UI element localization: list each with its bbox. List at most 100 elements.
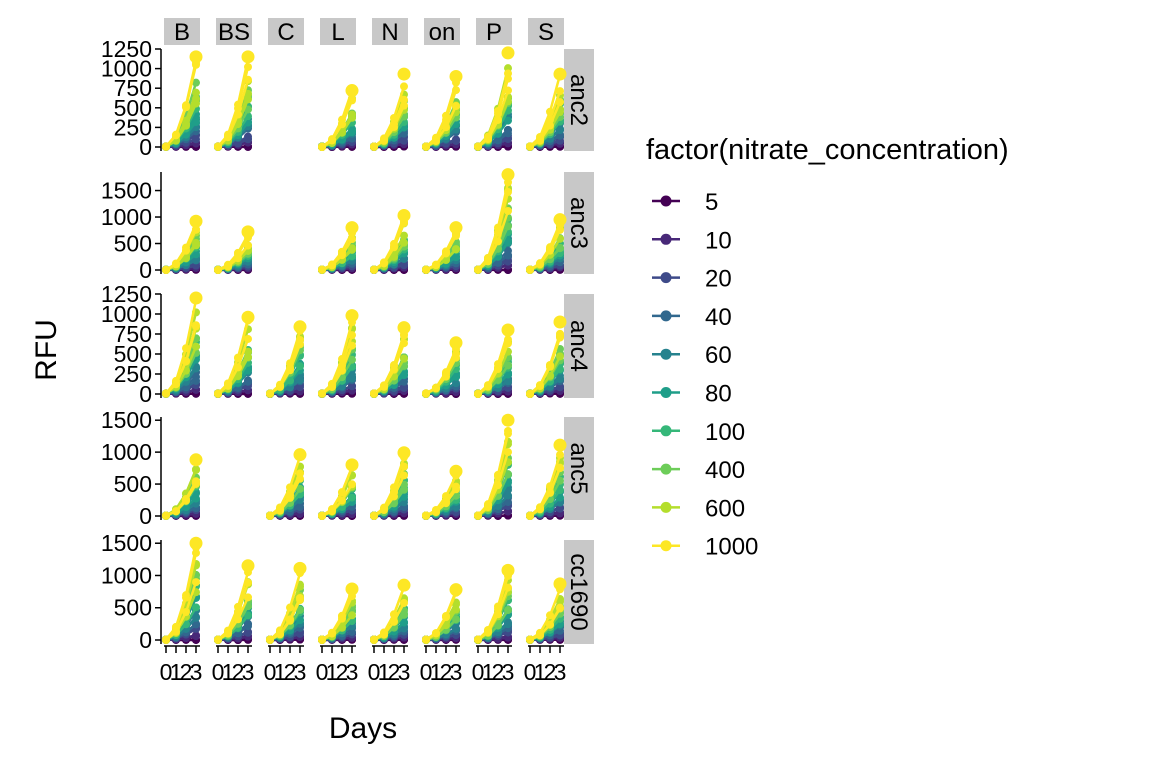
y-tick-label: 0 [139,257,152,283]
col-strip [164,18,200,45]
series-point [244,241,252,250]
col-strip-label: C [277,19,294,46]
series-point [318,511,326,520]
series-point [162,142,170,151]
y-tick-label: 1500 [101,530,152,556]
panel [318,221,359,274]
series-point [244,578,252,587]
series-point [474,142,482,151]
series-point [276,505,284,514]
series-point [244,75,252,84]
series-point [286,603,294,612]
series-point [214,265,222,274]
series-point [380,258,388,267]
max-point [553,213,567,227]
series-point [380,381,388,390]
col-strip-label: N [381,19,398,46]
series-point [244,376,252,385]
series-point [370,389,378,398]
col-strip [528,18,564,45]
series-point [452,135,460,144]
series-point [192,578,200,587]
series-point [400,82,408,91]
y-tick-label: 1500 [101,407,152,433]
series-point [328,505,336,514]
series-point [182,356,190,365]
max-point [553,67,567,81]
series-point [452,353,460,362]
series-point [536,504,544,513]
series-point [192,88,200,97]
y-tick-label: 500 [114,95,152,121]
row-strip-label: cc1690 [565,553,592,630]
series-point [504,126,512,135]
max-point [501,413,515,427]
max-point [397,446,411,460]
max-point [293,561,307,575]
col-strip [424,18,460,45]
series-point [390,488,398,497]
series-point [442,249,450,258]
series-point [234,254,242,263]
series-point [400,129,408,138]
series-point [276,630,284,639]
series-point [296,469,304,478]
series-point [452,231,460,240]
panel [266,448,307,520]
series-point [556,352,564,361]
series-point [526,265,534,274]
panel [474,168,515,274]
max-point [501,168,515,182]
series-point [348,113,356,122]
panel [266,561,307,644]
max-point [501,323,515,337]
col-strip-label: BS [218,19,250,46]
max-point [189,50,203,64]
series-line [529,74,562,148]
series-line [529,101,562,148]
series-point [556,108,564,117]
series-point [244,89,252,98]
series-point [318,265,326,274]
series-point [556,126,564,135]
panel [370,67,411,151]
col-strip-label: S [538,19,554,46]
series-point [400,354,408,363]
panel [318,582,359,644]
series-point [400,95,408,104]
row-strip-label: anc5 [565,442,592,494]
series-point [432,508,440,517]
y-tick-label: 500 [114,231,152,257]
col-strip [268,18,304,45]
series-line [321,238,354,271]
panel [526,67,567,151]
series-point [422,265,430,274]
series-point [348,341,356,350]
series-point [276,382,284,391]
series-point [390,239,398,248]
series-point [338,366,346,375]
series-point [556,87,564,96]
series-point [192,118,200,127]
y-tick-label: 1000 [101,204,152,230]
y-tick-label: 1000 [101,562,152,588]
series-point [286,615,294,624]
panel [370,446,411,520]
series-point [494,109,502,118]
y-tick-label: 250 [114,114,152,140]
panel [162,50,203,151]
series-point [484,257,492,266]
panel [526,438,567,520]
series-point [348,245,356,254]
series-point [162,265,170,274]
series-point [266,635,274,644]
series-point [192,250,200,259]
max-point [345,309,359,323]
series-point [536,382,544,391]
series-point [432,133,440,142]
series-point [182,495,190,504]
panel [318,84,359,151]
series-point [348,331,356,340]
panel [214,50,255,151]
series-point [556,333,564,342]
